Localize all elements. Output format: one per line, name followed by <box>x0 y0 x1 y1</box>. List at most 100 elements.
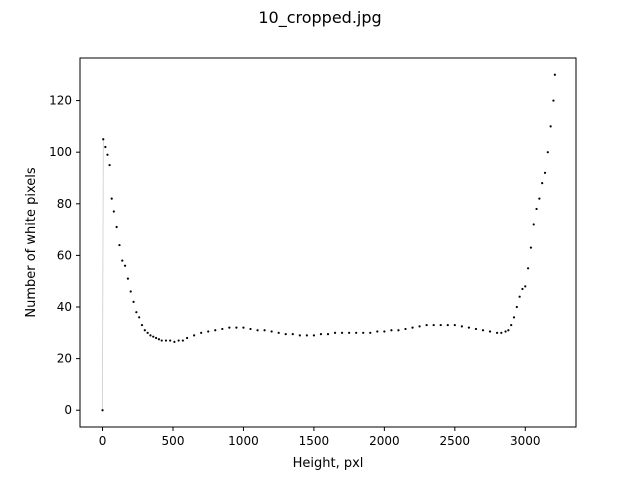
data-point <box>532 223 535 226</box>
data-point <box>312 334 316 337</box>
data-point <box>123 264 127 267</box>
data-point <box>319 333 323 336</box>
data-point <box>481 329 485 332</box>
x-axis-label: Height, pxl <box>293 456 364 471</box>
data-point <box>185 336 189 340</box>
data-point <box>160 339 163 342</box>
data-point <box>488 330 492 333</box>
data-point <box>112 210 115 213</box>
data-point <box>541 182 544 185</box>
x-tick-label: 1000 <box>228 434 259 448</box>
data-point <box>173 340 176 343</box>
data-point <box>460 325 463 328</box>
data-point <box>439 323 442 327</box>
data-point <box>102 138 105 141</box>
data-point <box>518 295 521 298</box>
data-point <box>504 330 507 333</box>
data-point <box>305 334 308 337</box>
data-point <box>298 334 301 337</box>
data-point <box>193 334 196 337</box>
data-point <box>529 246 533 249</box>
x-tick-label: 1500 <box>299 434 330 448</box>
data-point <box>546 151 549 154</box>
data-point <box>101 409 104 412</box>
data-point <box>512 316 516 319</box>
data-point <box>425 323 428 327</box>
data-point <box>446 323 449 327</box>
data-point <box>106 153 109 156</box>
data-point <box>169 339 172 342</box>
data-point <box>235 326 238 329</box>
x-tick-label: 0 <box>99 434 107 448</box>
data-point <box>495 331 499 334</box>
data-point <box>221 327 224 331</box>
data-point <box>362 331 365 334</box>
data-point <box>418 325 421 328</box>
data-point <box>154 336 158 340</box>
x-tick-label: 2000 <box>369 434 400 448</box>
data-point <box>411 326 414 329</box>
data-point <box>118 243 121 247</box>
y-tick-label: 0 <box>64 403 72 417</box>
data-point <box>524 285 527 288</box>
data-point <box>500 331 503 334</box>
data-point <box>126 277 130 280</box>
data-point <box>535 207 538 211</box>
data-point <box>115 225 118 229</box>
data-point <box>228 326 231 329</box>
data-point <box>132 300 135 303</box>
x-tick-label: 500 <box>162 434 185 448</box>
plot-frame <box>79 57 577 428</box>
data-point <box>214 329 217 332</box>
data-point <box>277 331 280 334</box>
data-point <box>521 287 524 291</box>
x-tick-label: 2500 <box>440 434 471 448</box>
y-tick-label: 40 <box>57 300 72 314</box>
data-point <box>140 323 144 327</box>
data-point <box>543 171 547 174</box>
data-point <box>249 327 252 331</box>
data-point <box>152 335 155 338</box>
data-point <box>200 331 203 334</box>
data-point <box>164 339 168 342</box>
y-tick-label: 20 <box>57 352 72 366</box>
data-point <box>453 323 456 327</box>
data-point <box>507 329 510 332</box>
data-point <box>138 316 141 319</box>
data-point <box>146 331 149 334</box>
y-axis-ticks: 0 20 40 60 80 100 120 <box>49 94 80 417</box>
data-point <box>326 333 330 336</box>
data-point <box>149 334 152 337</box>
data-point <box>242 326 245 329</box>
data-point <box>340 331 344 334</box>
data-point <box>549 125 552 128</box>
data-point <box>552 99 555 102</box>
data-point <box>207 330 210 333</box>
data-point <box>177 339 180 342</box>
x-axis-ticks: 0 500 1000 1500 2000 2500 3000 <box>99 427 541 448</box>
data-point <box>121 259 124 262</box>
data-point <box>553 73 556 76</box>
y-tick-label: 80 <box>57 197 72 211</box>
data-point <box>181 339 184 342</box>
data-point <box>510 323 513 327</box>
y-tick-label: 120 <box>49 94 72 108</box>
data-point <box>284 333 287 336</box>
data-point <box>110 197 113 200</box>
data-point <box>157 338 161 341</box>
data-point <box>291 333 294 336</box>
data-point <box>108 163 111 167</box>
data-point <box>355 331 358 334</box>
data-point <box>526 267 530 270</box>
connector-line <box>102 139 104 411</box>
chart-title: 10_cropped.jpg <box>258 8 382 27</box>
data-point <box>369 331 372 334</box>
data-point <box>270 330 273 333</box>
data-points <box>101 73 556 412</box>
data-point <box>538 197 541 200</box>
data-point <box>256 329 259 332</box>
data-point <box>404 327 407 331</box>
data-point <box>383 330 386 333</box>
